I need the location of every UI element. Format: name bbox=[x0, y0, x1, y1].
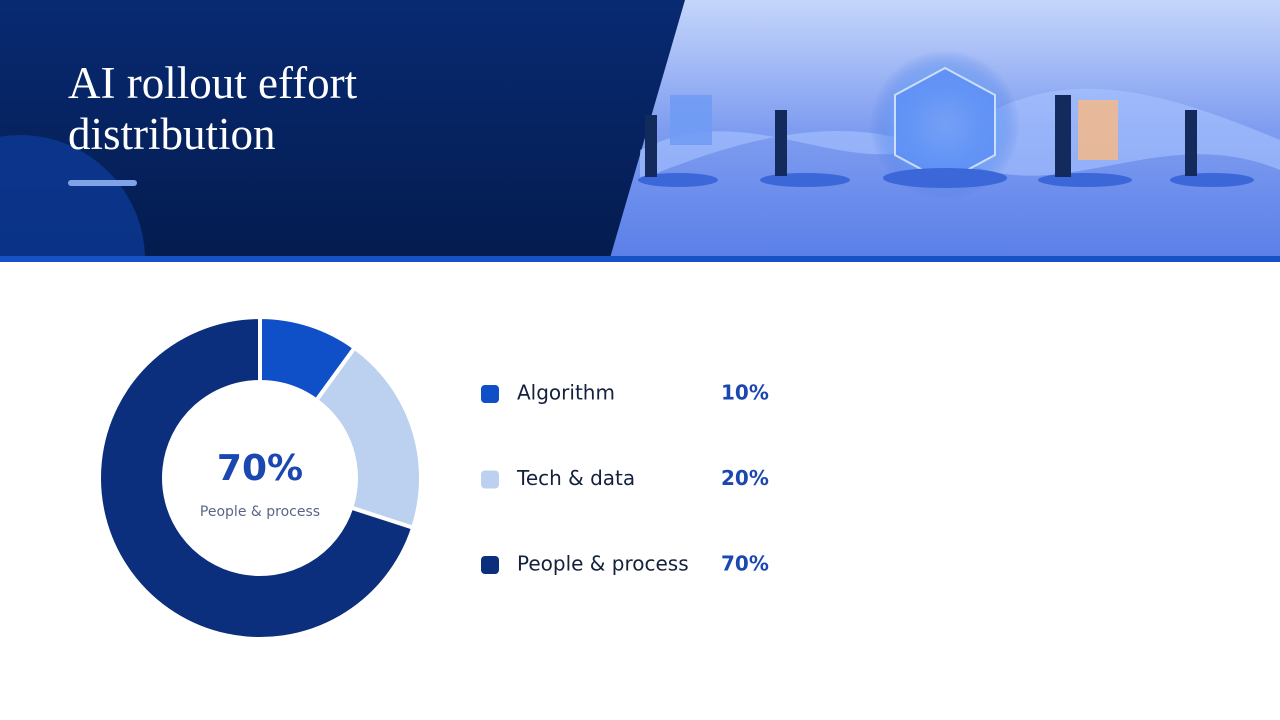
donut-segment bbox=[97, 314, 416, 641]
illustration-person bbox=[1055, 95, 1071, 177]
legend-value: 20% bbox=[721, 466, 769, 490]
center-value: 70% bbox=[217, 448, 303, 489]
legend-label: People & process bbox=[517, 552, 689, 576]
legend-value: 70% bbox=[721, 552, 769, 576]
illustration-pedestal bbox=[883, 168, 1007, 188]
decor-circle bbox=[0, 135, 145, 262]
donut-segment bbox=[313, 344, 423, 531]
chart: 70% People & process Algorithm 10% Tech & da… bbox=[97, 314, 769, 641]
legend-value: 10% bbox=[721, 381, 769, 405]
title-underline bbox=[68, 180, 137, 186]
illustration-person bbox=[1185, 110, 1197, 176]
header-banner bbox=[0, 0, 1280, 262]
slide-title: AI rollout effort distribution bbox=[68, 58, 358, 159]
illustration-person bbox=[645, 115, 657, 177]
center-label: People & process bbox=[200, 504, 320, 520]
illustration-block bbox=[1078, 100, 1118, 160]
legend-label: Algorithm bbox=[517, 381, 615, 405]
illustration-pedestal bbox=[1170, 173, 1254, 187]
legend-swatch bbox=[481, 556, 499, 574]
header-rule bbox=[0, 256, 1280, 262]
illustration-person bbox=[775, 110, 787, 176]
legend-swatch bbox=[481, 385, 499, 403]
illustration-pedestal bbox=[760, 173, 850, 187]
illustration-block bbox=[670, 95, 712, 145]
legend-swatch bbox=[481, 470, 499, 489]
illustration-pedestal bbox=[638, 173, 718, 187]
illustration-pedestal bbox=[1038, 173, 1132, 187]
legend-label: Tech & data bbox=[516, 466, 635, 490]
